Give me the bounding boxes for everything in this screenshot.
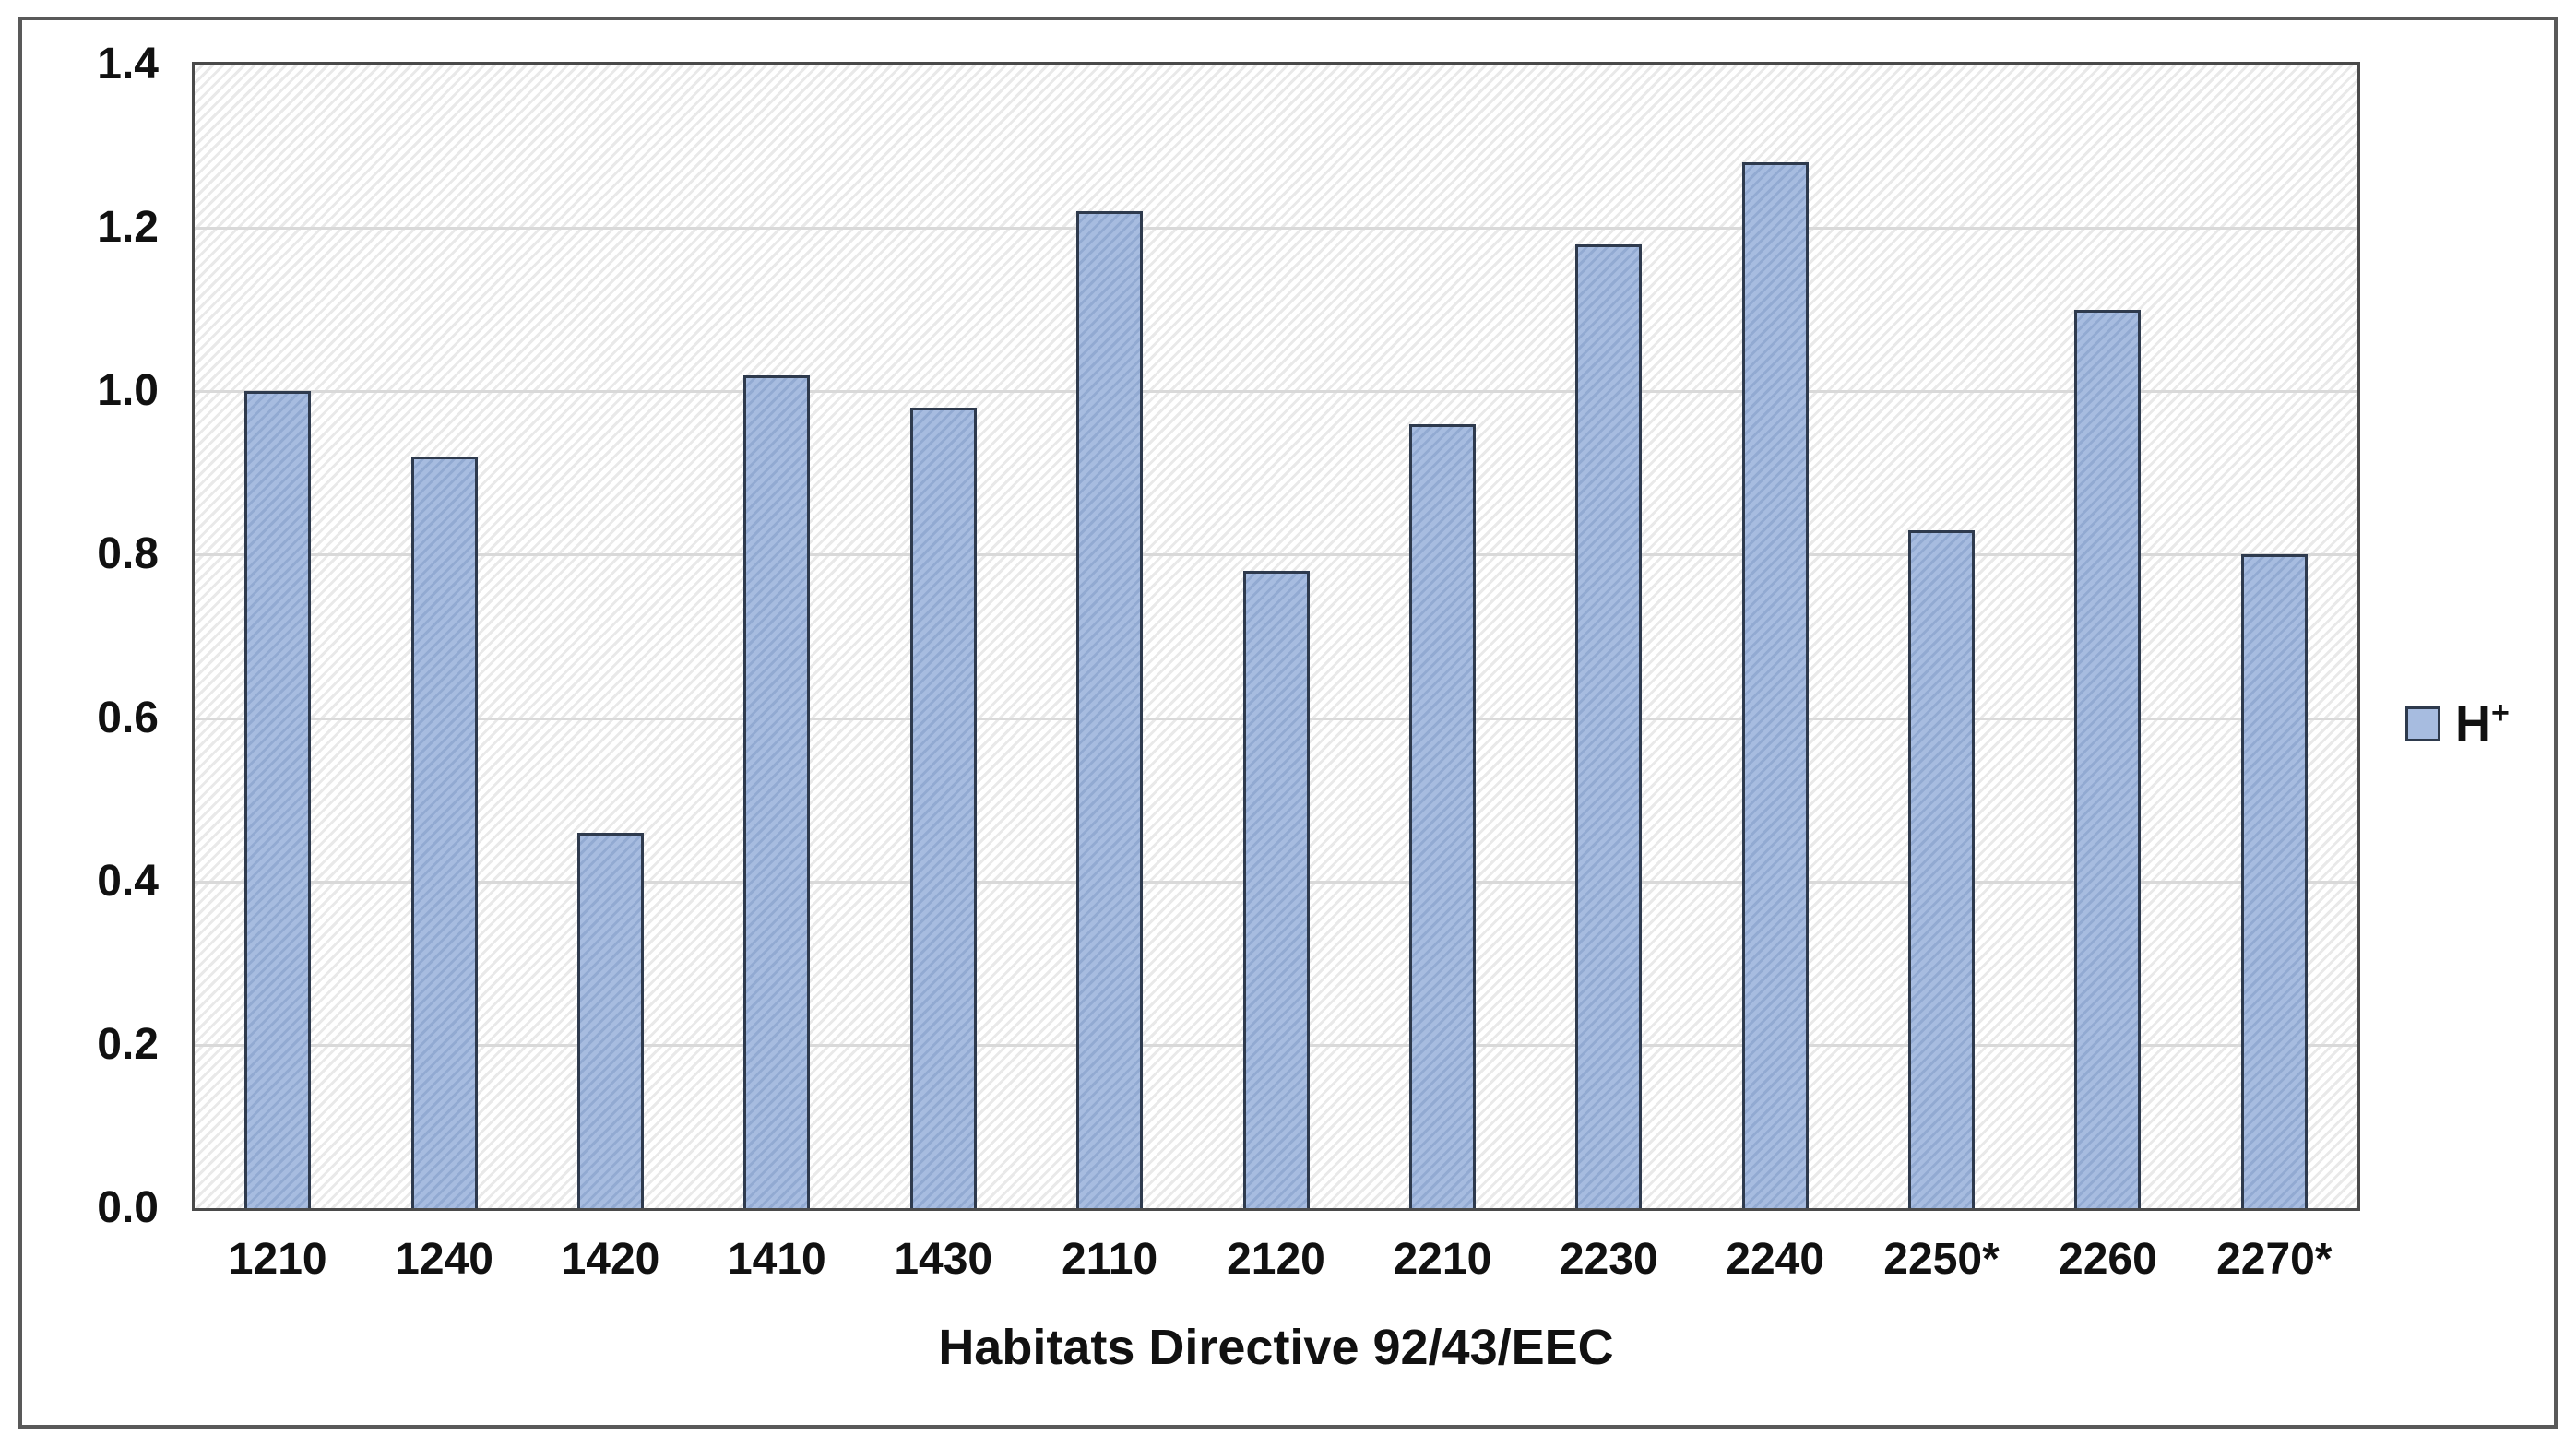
bar-2240 xyxy=(1741,162,1809,1208)
bar-1430 xyxy=(909,408,977,1208)
gridline xyxy=(195,553,2357,557)
legend-label: H+ xyxy=(2455,695,2510,752)
x-tick-label: 1410 xyxy=(727,1235,826,1284)
y-tick-label: 0.2 xyxy=(97,1019,159,1069)
bar-1420 xyxy=(576,832,644,1208)
legend: H+ xyxy=(2405,695,2510,752)
gridline xyxy=(195,390,2357,394)
bar-1410 xyxy=(743,374,811,1208)
gridline xyxy=(195,227,2357,231)
x-tick-label: 2260 xyxy=(2059,1235,2157,1284)
x-tick-label: 2230 xyxy=(1559,1235,1658,1284)
y-tick-label: 1.0 xyxy=(97,366,159,416)
bar-1240 xyxy=(410,457,478,1208)
y-tick-label: 1.4 xyxy=(97,40,159,89)
bar-2250* xyxy=(1908,529,1976,1208)
bar-1210 xyxy=(244,391,312,1208)
x-tick-label: 1420 xyxy=(561,1235,660,1284)
y-tick-label: 1.2 xyxy=(97,203,159,253)
x-tick-label: 2210 xyxy=(1393,1235,1492,1284)
bar-2120 xyxy=(1242,571,1310,1208)
x-tick-label: 1240 xyxy=(395,1235,493,1284)
x-tick-label: 1430 xyxy=(894,1235,993,1284)
bar-2210 xyxy=(1408,423,1476,1208)
x-tick-label: 1210 xyxy=(228,1235,327,1284)
bar-2260 xyxy=(2074,309,2142,1208)
legend-swatch-icon xyxy=(2405,706,2440,741)
x-tick-label: 2240 xyxy=(1726,1235,1825,1284)
bar-2110 xyxy=(1076,211,1144,1208)
bar-2230 xyxy=(1575,243,1643,1208)
y-tick-label: 0.6 xyxy=(97,693,159,742)
plot-area xyxy=(192,62,2360,1211)
x-tick-label: 2250* xyxy=(1883,1235,2000,1284)
x-tick-label: 2110 xyxy=(1062,1235,1158,1284)
y-tick-label: 0.4 xyxy=(97,856,159,906)
x-tick-label: 2120 xyxy=(1227,1235,1325,1284)
y-tick-label: 0.8 xyxy=(97,529,159,579)
y-tick-label: 0.0 xyxy=(97,1183,159,1232)
x-tick-label: 2270* xyxy=(2216,1235,2333,1284)
bar-2270* xyxy=(2240,554,2308,1208)
x-axis-title: Habitats Directive 92/43/EEC xyxy=(938,1320,1614,1375)
